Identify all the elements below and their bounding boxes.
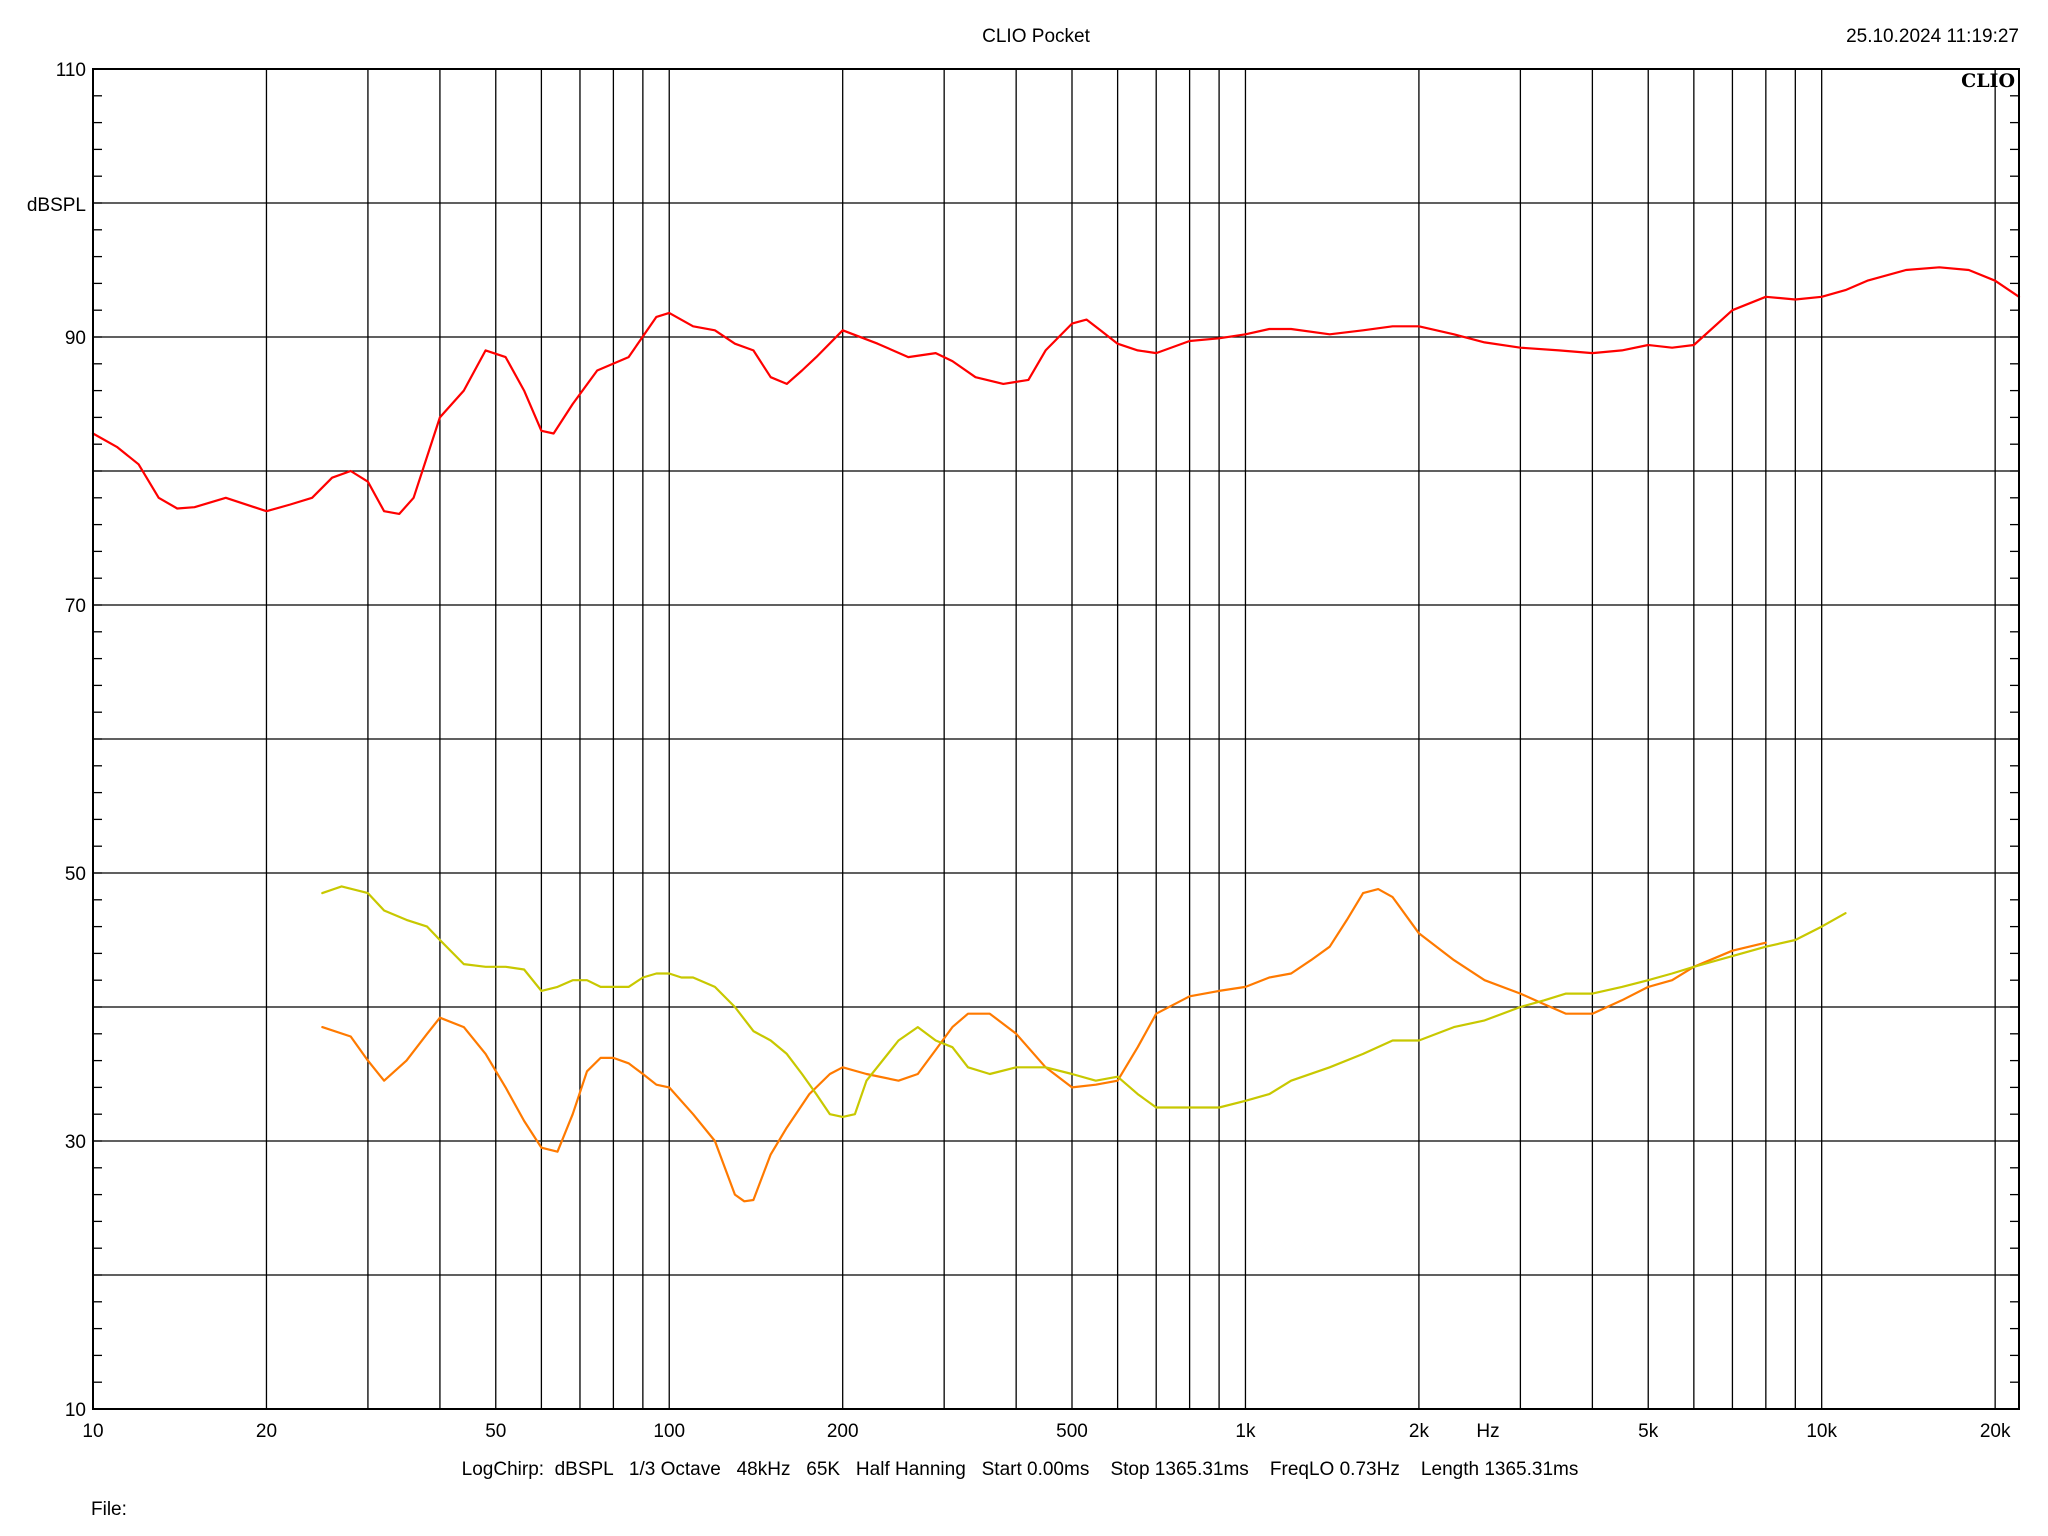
x-tick-label: 10 — [82, 1421, 103, 1442]
measurement-settings: LogChirp: dBSPL 1/3 Octave 48kHz 65K Hal… — [462, 1459, 1579, 1480]
x-tick-label: 500 — [1056, 1421, 1088, 1442]
timestamp: 25.10.2024 11:19:27 — [1846, 26, 2019, 47]
y-axis-tick-labels: 110 90 70 50 30 10 — [56, 60, 86, 1421]
y-tick-label: 10 — [65, 1400, 86, 1421]
series-line-3 — [321, 885, 1847, 1119]
x-axis-label: Hz — [1476, 1421, 1499, 1442]
x-axis-tick-labels: 10 20 50 100 200 500 1k 2k 5k 10k 20k — [82, 1421, 2011, 1442]
y-tick-label: 90 — [65, 328, 86, 349]
x-tick-label: 2k — [1409, 1421, 1430, 1442]
plot-frame — [92, 68, 2020, 1410]
x-tick-label: 100 — [653, 1421, 685, 1442]
x-tick-label: 20 — [256, 1421, 277, 1442]
clio-logo: CLIO — [1961, 70, 2015, 92]
x-tick-label: 200 — [827, 1421, 859, 1442]
y-tick-label: 30 — [65, 1132, 86, 1153]
grid — [92, 68, 2019, 1410]
x-tick-label: 10k — [1806, 1421, 1837, 1442]
y-tick-label: 70 — [65, 596, 86, 617]
x-tick-label: 1k — [1235, 1421, 1256, 1442]
y-axis-label: dBSPL — [27, 195, 86, 216]
file-label: File: — [91, 1499, 127, 1520]
y-tick-label: 50 — [65, 864, 86, 885]
chart-title: CLIO Pocket — [982, 26, 1090, 47]
series-line-1 — [91, 266, 2021, 516]
data-series — [91, 266, 2021, 1203]
x-tick-label: 5k — [1638, 1421, 1659, 1442]
y-tick-label: 110 — [56, 60, 86, 81]
x-tick-label: 50 — [485, 1421, 506, 1442]
series-line-2 — [321, 887, 1767, 1203]
x-tick-label: 20k — [1980, 1421, 2011, 1442]
